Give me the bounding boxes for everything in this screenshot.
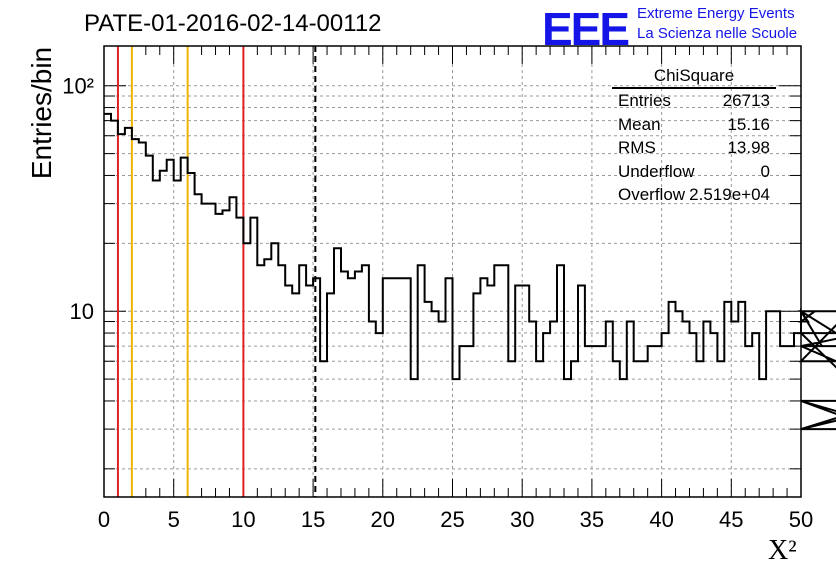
stats-value: 15.16 [727, 114, 770, 134]
stats-label: Mean [618, 114, 661, 134]
stats-row: RMS 13.98 [612, 136, 776, 160]
stats-label: Underflow [618, 161, 695, 181]
y-tick-label: 10 [70, 299, 94, 324]
stats-value: 2.519e+04 [689, 185, 770, 204]
x-axis-label: X² [768, 535, 797, 566]
stats-row: Overflow 2.519e+04 [612, 183, 776, 207]
x-tick-label: 35 [580, 507, 604, 532]
stats-row: Underflow 0 [612, 160, 776, 184]
x-tick-label: 5 [168, 507, 180, 532]
stats-value: 0 [760, 161, 770, 181]
x-tick-label: 25 [440, 507, 464, 532]
logo-line1: Extreme Energy Events [637, 5, 795, 22]
plot-frame [103, 45, 802, 498]
histogram-series [104, 112, 836, 431]
stats-label: RMS [618, 138, 656, 157]
stats-label: Overflow [618, 185, 686, 204]
x-tick-label: 50 [789, 507, 813, 532]
x-tick-label: 0 [98, 507, 110, 532]
stats-row: Mean 15.16 [612, 113, 776, 137]
x-tick-label: 20 [371, 507, 395, 532]
x-tick-label: 30 [510, 507, 534, 532]
stats-value: 26713 [722, 91, 770, 110]
chart-title: PATE-01-2016-02-14-00112 [84, 10, 382, 37]
stats-title: ChiSquare [612, 66, 776, 89]
eee-logo: EEE [542, 3, 630, 55]
y-tick-label: 10² [62, 74, 94, 99]
logo-line2: La Scienza nelle Scuole [637, 25, 798, 42]
stats-value: 13.98 [727, 138, 770, 157]
logo-text: Extreme Energy Events La Scienza nelle S… [637, 4, 797, 44]
tick-labels: 0 5 10 15 20 25 30 35 40 45 50 10 10² [62, 74, 813, 532]
stats-box: ChiSquare Entries 26713 Mean 15.16 RMS 13.9… [612, 66, 776, 207]
stats-row: Entries 26713 [612, 89, 776, 113]
reference-lines [116, 46, 317, 497]
x-tick-label: 45 [719, 507, 743, 532]
x-tick-label: 40 [649, 507, 673, 532]
x-tick-label: 10 [231, 507, 255, 532]
stats-label: Entries [618, 91, 671, 110]
x-tick-label: 15 [301, 507, 325, 532]
y-axis-label: Entries/bin [26, 46, 57, 180]
